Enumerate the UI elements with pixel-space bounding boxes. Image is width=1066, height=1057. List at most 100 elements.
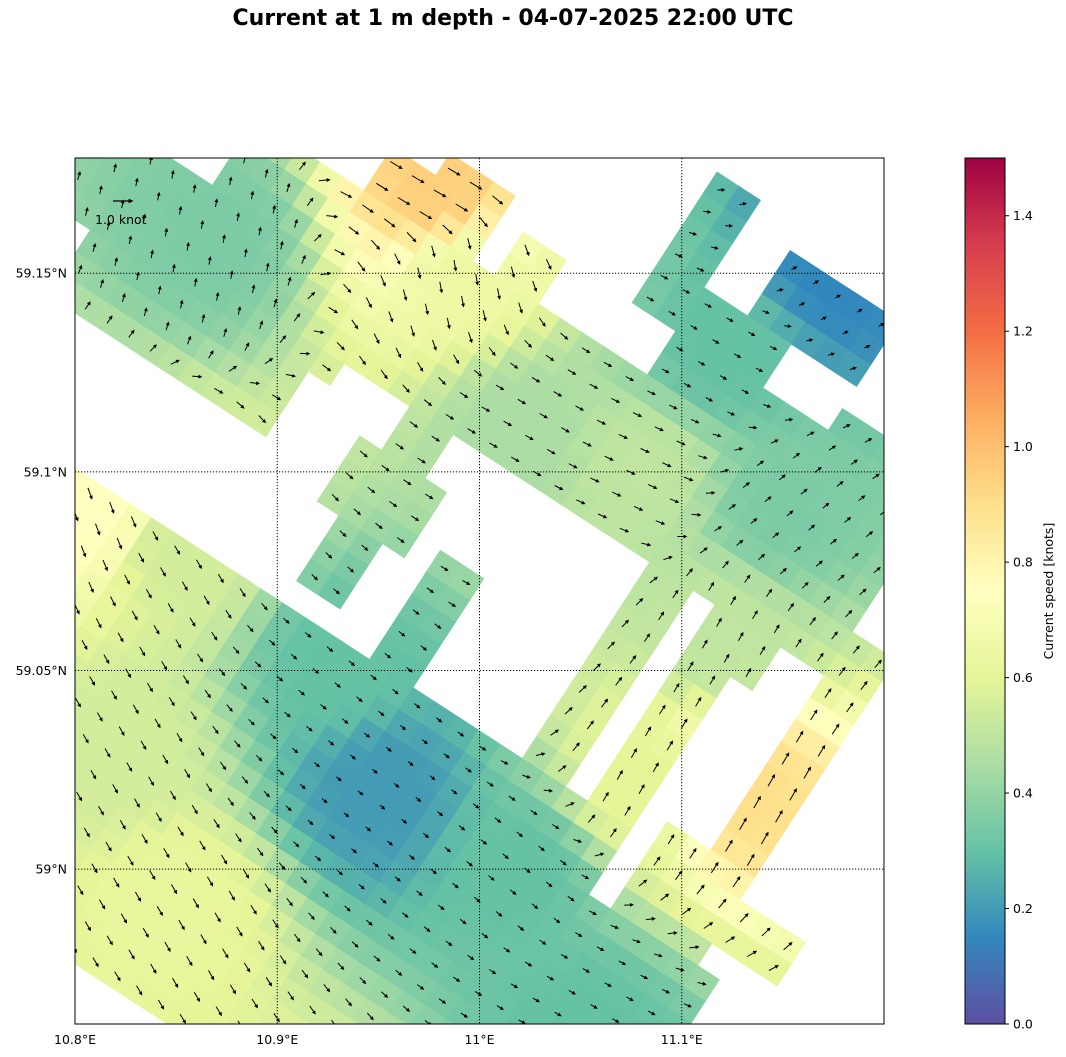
longitude-tick-label: 11.1°E	[661, 1032, 703, 1047]
current-arrow	[75, 698, 81, 708]
current-arrow	[200, 934, 207, 945]
current-arrow	[149, 344, 157, 352]
current-arrow	[201, 313, 206, 323]
current-arrow	[256, 847, 264, 857]
current-arrow	[424, 493, 434, 500]
current-arrow	[174, 545, 181, 555]
current-arrow	[241, 776, 249, 784]
speed-cell	[75, 777, 76, 780]
current-arrow	[41, 180, 44, 188]
current-arrow	[134, 891, 142, 902]
current-arrow	[351, 319, 359, 330]
current-arrow	[250, 190, 255, 200]
speed-cell	[75, 158, 76, 159]
current-arrow	[438, 377, 446, 385]
current-arrow	[446, 317, 451, 330]
current-arrow	[279, 148, 282, 156]
current-arrow	[524, 339, 533, 348]
current-arrow	[120, 913, 128, 924]
speed-cell	[445, 996, 483, 1024]
speed-cell	[473, 1010, 503, 1024]
current-arrow	[63, 814, 68, 822]
current-arrow	[92, 242, 97, 252]
map-panel	[25, 129, 885, 1057]
current-arrow	[406, 232, 417, 243]
current-arrow	[426, 587, 434, 594]
current-arrow	[164, 941, 171, 953]
current-arrow	[410, 515, 420, 522]
current-arrow	[64, 907, 69, 916]
current-arrow	[176, 732, 183, 743]
current-arrow	[153, 624, 160, 635]
current-arrow	[121, 293, 126, 303]
current-arrow	[228, 365, 238, 372]
current-arrow	[178, 205, 183, 215]
current-arrow	[703, 209, 712, 214]
current-arrow	[272, 204, 277, 214]
latitude-tick-label: 59°N	[35, 862, 67, 877]
current-arrow	[106, 129, 108, 137]
current-arrow	[134, 177, 139, 187]
current-arrow	[67, 568, 71, 579]
current-arrow	[293, 313, 301, 322]
speed-cell	[256, 1020, 264, 1024]
current-arrow	[453, 354, 460, 365]
current-arrow	[322, 364, 332, 372]
longitude-tick-label: 11°E	[464, 1032, 494, 1047]
current-arrow	[165, 321, 170, 331]
current-arrow	[348, 226, 360, 235]
speed-cell	[208, 1029, 244, 1057]
current-arrow	[467, 428, 477, 434]
current-arrow	[128, 143, 130, 151]
current-arrow	[567, 369, 577, 375]
current-vectors	[41, 129, 884, 1052]
current-arrow	[219, 761, 227, 771]
current-arrow	[423, 399, 433, 407]
speed-cell	[871, 439, 884, 467]
current-arrow	[48, 836, 53, 844]
current-arrow	[291, 747, 299, 754]
speed-cell	[628, 1016, 646, 1024]
current-arrow	[318, 1042, 323, 1050]
current-arrow	[412, 609, 420, 615]
current-arrow	[157, 285, 162, 295]
colorbar-ticks: 0.0 0.2 0.4 0.6 0.8 1.0 1.2 1.4	[1005, 208, 1033, 1032]
current-arrow	[395, 443, 404, 450]
current-arrow	[261, 602, 268, 611]
current-arrow	[136, 985, 143, 996]
current-arrow	[98, 185, 103, 195]
current-arrow	[60, 531, 64, 542]
current-arrow	[242, 158, 247, 164]
current-arrow	[213, 819, 220, 829]
current-arrow	[152, 531, 159, 541]
colorbar-tick-label: 0.8	[1013, 555, 1033, 570]
speed-cell	[37, 577, 73, 613]
current-arrow	[172, 977, 179, 988]
current-arrow	[634, 1033, 640, 1037]
current-arrow	[240, 682, 248, 690]
current-arrow	[432, 339, 437, 351]
current-arrow	[411, 1042, 417, 1048]
speed-cell	[396, 1027, 432, 1057]
current-arrow	[510, 266, 516, 279]
speed-cell	[25, 166, 61, 202]
current-arrow	[199, 840, 206, 851]
current-arrow	[562, 1048, 568, 1052]
speed-cell	[287, 1013, 312, 1024]
current-arrow	[299, 161, 306, 171]
current-arrow	[91, 863, 98, 874]
speed-cell	[872, 534, 884, 560]
current-arrow	[117, 632, 124, 643]
speed-cell	[33, 822, 69, 858]
current-arrow	[268, 639, 276, 646]
speed-cell	[258, 998, 295, 1024]
current-arrow	[258, 134, 260, 142]
current-arrow	[503, 420, 513, 427]
current-arrow	[489, 442, 498, 448]
current-arrow	[538, 317, 546, 327]
current-arrow	[313, 762, 321, 768]
current-arrow	[138, 552, 145, 563]
current-arrow	[390, 161, 403, 170]
current-arrow	[384, 652, 392, 659]
current-arrow	[192, 374, 203, 379]
